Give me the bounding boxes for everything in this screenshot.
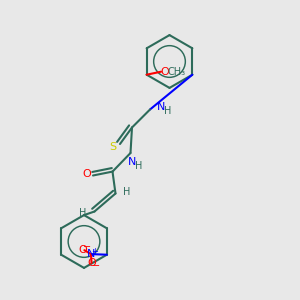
- Text: +: +: [91, 247, 98, 256]
- Text: −: −: [92, 261, 100, 271]
- Text: O: O: [79, 245, 87, 255]
- Text: −: −: [83, 242, 91, 252]
- Text: N: N: [128, 157, 136, 167]
- Text: H: H: [80, 208, 87, 218]
- Text: N: N: [87, 249, 95, 259]
- Text: H: H: [123, 187, 130, 197]
- Text: O: O: [160, 67, 169, 77]
- Text: N: N: [157, 101, 166, 112]
- Text: H: H: [135, 160, 142, 171]
- Text: H: H: [164, 106, 172, 116]
- Text: O: O: [82, 169, 91, 179]
- Text: S: S: [109, 142, 116, 152]
- Text: O: O: [88, 258, 96, 268]
- Text: CH₃: CH₃: [168, 67, 186, 77]
